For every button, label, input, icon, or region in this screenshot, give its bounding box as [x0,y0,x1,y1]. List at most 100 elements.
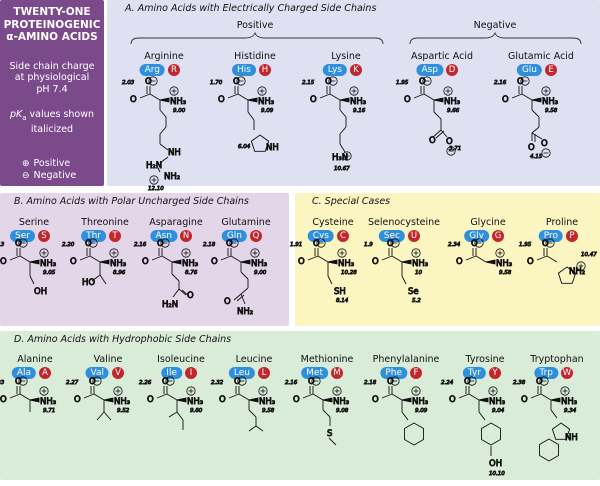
carbonyl-oxygen: O [542,239,549,249]
structure-diagram: OO 10.47 1.95 NH₂ [519,238,598,284]
amine-charge-icon [495,248,505,258]
amine-charge-icon [113,386,123,396]
carboxylate-charge-icon [18,238,28,248]
amine-charge-icon [411,386,421,396]
pka-amine: 9.09 [415,408,428,414]
one-letter-code-badge: V [112,367,124,379]
amine-charge-icon [39,248,49,258]
pka-carboxyl: 1.95 [396,80,409,86]
carboxyl-oxygen: O [310,95,317,105]
pka-carboxyl: 2.16 [285,380,298,386]
pka-carboxyl: 2.33 [0,380,5,386]
amine-charge-icon [488,386,498,396]
amine-charge-icon [109,248,119,258]
legend-negative-label: Negative [33,170,77,181]
side-chain-positive-charge-icon [149,175,159,185]
carbonyl-oxygen: O [471,239,478,249]
pka-carboxyl: 2.24 [441,380,454,386]
pka-carboxyl: 1.91 [290,242,302,248]
side-chain-atom-label: H₂N [146,161,162,171]
amino-group: NH₃ [114,397,130,407]
carbonyl-oxygen: O [145,77,152,87]
pka-amine: 9.04 [492,408,505,414]
pka-carboxyl: 2.13 [0,242,5,248]
pka-amine: 9.71 [43,408,55,414]
pka-carboxyl: 2.15 [302,80,315,86]
one-letter-code-badge: Q [250,230,262,242]
carboxylate-charge-icon [311,376,321,386]
pka-amine: 10 [415,270,422,276]
section-title-b: B. Amino Acids with Polar Uncharged Side… [14,196,249,207]
carboxyl-oxygen: O [521,395,528,405]
five-membered-ring [557,266,577,284]
title-box: TWENTY-ONE PROTEINOGENIC α-AMINO ACIDS S… [0,0,104,186]
amino-acid-name: Alanine [17,354,53,365]
panel-special: C. Special Cases [295,193,600,326]
carboxyl-oxygen: O [70,257,77,267]
three-letter-code-badge: Ile [161,367,182,379]
amine-charge-icon [186,386,196,396]
panel-charged: A. Amino Acids with Electrically Charged… [107,0,600,186]
carbonyl-oxygen: O [162,377,169,387]
three-letter-code-badge: Phe [380,367,407,379]
main-title: TWENTY-ONE PROTEINOGENIC α-AMINO ACIDS [3,6,101,43]
pka-amine: 9.66 [447,108,460,114]
one-letter-code-badge: S [38,230,50,242]
aromatic-ring [539,438,559,462]
carboxyl-oxygen: O [211,257,218,267]
carbonyl-oxygen: O [325,77,332,87]
amino-group: NH₃ [350,97,366,107]
amine-charge-icon [411,248,421,258]
pka-amine: 9.08 [336,408,349,414]
one-letter-code-badge: U [408,230,420,242]
carboxyl-oxygen: O [372,257,379,267]
three-letter-code-badge: Ala [11,367,36,379]
carboxylate-charge-icon [390,238,400,248]
one-letter-code-badge: G [492,230,504,242]
carbonyl-oxygen: O [419,77,426,87]
pka-side-chain: 10.67 [334,166,350,172]
five-membered-ring [551,422,571,440]
carboxyl-oxygen: O [142,257,149,267]
amino-acid-name: Asparagine [149,217,203,228]
amino-group: NH₃ [338,259,354,269]
carboxylate-charge-icon [390,376,400,386]
amino-acid-name: Glutamine [221,217,271,228]
pka-amine: 9.00 [254,270,267,276]
carboxyl-oxygen: O [404,95,411,105]
amine-charge-icon [332,386,342,396]
three-letter-code-badge: Lys [322,64,347,76]
carboxyl-oxygen: O [502,95,509,105]
carboxylate-charge-icon [237,376,247,386]
one-letter-code-badge: A [39,367,51,379]
carboxyl-oxygen: O [147,395,154,405]
side-chain-atom-label: S [327,429,332,439]
pka-amine: 9.52 [117,408,130,414]
one-letter-code-badge: Y [489,367,501,379]
group-label-positive: Positive [236,20,274,31]
pka-amine: 9.58 [545,108,558,114]
amino-group: NH₃ [251,259,267,269]
legend-positive-label: Positive [33,158,71,169]
amino-group: NH₃ [489,397,505,407]
three-letter-code-badge: Ser [10,230,35,242]
carbonyl-oxygen: O [308,377,315,387]
carboxyl-oxygen: O [0,395,7,405]
amino-group: NH₃ [444,97,460,107]
negative-charge-icon: ⊖ [22,171,30,181]
side-chain-atom-label: OH [489,459,502,469]
pka-side-chain: 5.2 [412,298,421,304]
pka-carboxyl: 2.20 [62,242,75,248]
amine-charge-icon [349,86,359,96]
amino-acid-name: Tyrosine [465,354,505,365]
one-letter-code-badge: R [168,64,180,76]
three-letter-code-badge: Val [85,367,109,379]
carboxylate-charge-icon [88,238,98,248]
amine-charge-icon [39,386,49,396]
carboxylate-charge-icon [520,76,530,86]
side-chain-oxygen: O [541,139,548,149]
carboxyl-oxygen: O [449,395,456,405]
aromatic-ring [481,422,501,446]
